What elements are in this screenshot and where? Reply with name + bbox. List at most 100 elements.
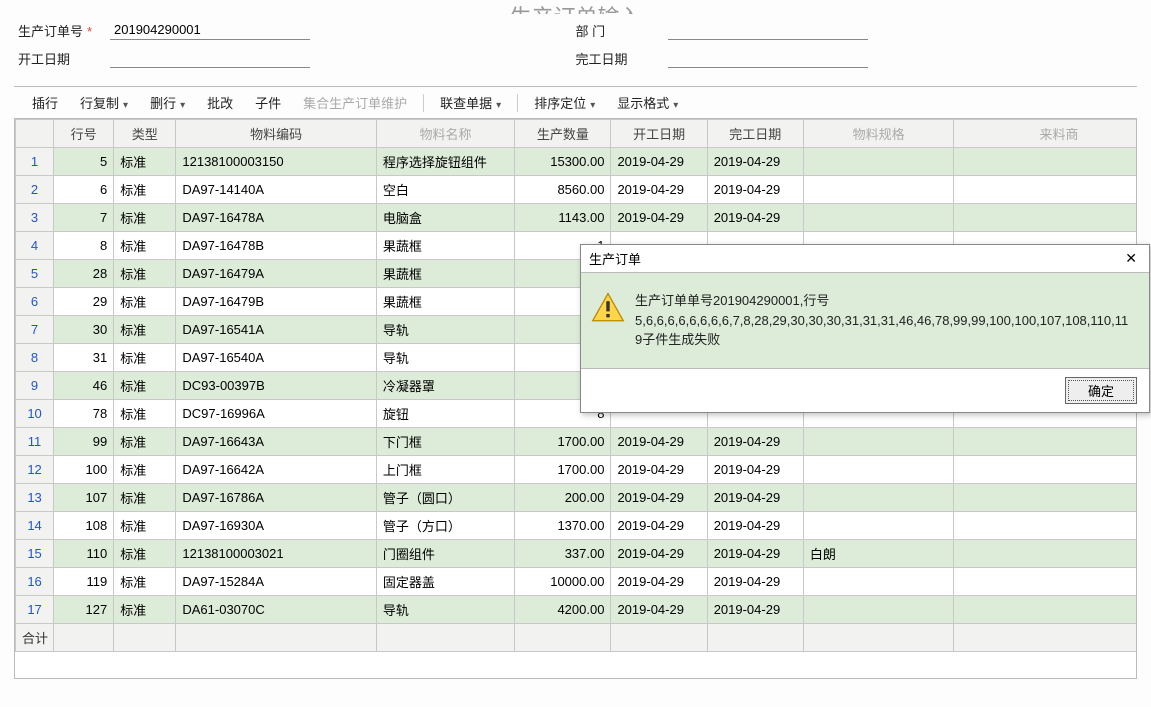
- row-index[interactable]: 2: [16, 176, 54, 204]
- col-supplier[interactable]: 来料商: [954, 120, 1137, 148]
- cell-spec[interactable]: [803, 428, 953, 456]
- cell-rowno[interactable]: 6: [54, 176, 114, 204]
- row-index[interactable]: 12: [16, 456, 54, 484]
- cell-type[interactable]: 标准: [114, 512, 176, 540]
- copy-row-button[interactable]: 行复制: [70, 90, 138, 115]
- cell-start[interactable]: 2019-04-29: [611, 456, 707, 484]
- table-row[interactable]: 26标准DA97-14140A空白8560.002019-04-292019-0…: [16, 176, 1138, 204]
- table-row[interactable]: 14108标准DA97-16930A管子（方口）1370.002019-04-2…: [16, 512, 1138, 540]
- cell-qty[interactable]: 1700.00: [515, 428, 611, 456]
- col-index[interactable]: [16, 120, 54, 148]
- cell-spec[interactable]: [803, 176, 953, 204]
- cell-qty[interactable]: 15300.00: [515, 148, 611, 176]
- cell-spec[interactable]: [803, 456, 953, 484]
- sort-locate-button[interactable]: 排序定位: [524, 90, 605, 115]
- cell-type[interactable]: 标准: [114, 540, 176, 568]
- cell-supplier[interactable]: [954, 596, 1137, 624]
- cell-start[interactable]: 2019-04-29: [611, 596, 707, 624]
- cell-end[interactable]: 2019-04-29: [707, 456, 803, 484]
- row-index[interactable]: 14: [16, 512, 54, 540]
- cell-code[interactable]: DA97-16786A: [176, 484, 377, 512]
- cell-end[interactable]: 2019-04-29: [707, 204, 803, 232]
- cell-name[interactable]: 上门框: [376, 456, 514, 484]
- row-index[interactable]: 10: [16, 400, 54, 428]
- cell-code[interactable]: DC93-00397B: [176, 372, 377, 400]
- cell-name[interactable]: 果蔬框: [376, 232, 514, 260]
- cell-end[interactable]: 2019-04-29: [707, 568, 803, 596]
- col-spec[interactable]: 物料规格: [803, 120, 953, 148]
- cell-name[interactable]: 电脑盒: [376, 204, 514, 232]
- cell-qty[interactable]: 10000.00: [515, 568, 611, 596]
- cell-rowno[interactable]: 46: [54, 372, 114, 400]
- cell-type[interactable]: 标准: [114, 232, 176, 260]
- row-index[interactable]: 15: [16, 540, 54, 568]
- start-date-input[interactable]: [110, 48, 310, 68]
- cell-start[interactable]: 2019-04-29: [611, 484, 707, 512]
- cell-rowno[interactable]: 28: [54, 260, 114, 288]
- cell-end[interactable]: 2019-04-29: [707, 428, 803, 456]
- cell-start[interactable]: 2019-04-29: [611, 568, 707, 596]
- cell-rowno[interactable]: 8: [54, 232, 114, 260]
- cell-qty[interactable]: 4200.00: [515, 596, 611, 624]
- cell-code[interactable]: DA97-16541A: [176, 316, 377, 344]
- cell-name[interactable]: 管子（圆口）: [376, 484, 514, 512]
- cell-code[interactable]: DA97-16642A: [176, 456, 377, 484]
- cell-start[interactable]: 2019-04-29: [611, 176, 707, 204]
- cell-name[interactable]: 门圈组件: [376, 540, 514, 568]
- cell-start[interactable]: 2019-04-29: [611, 204, 707, 232]
- table-row[interactable]: 1199标准DA97-16643A下门框1700.002019-04-29201…: [16, 428, 1138, 456]
- cell-end[interactable]: 2019-04-29: [707, 148, 803, 176]
- cell-rowno[interactable]: 99: [54, 428, 114, 456]
- cell-rowno[interactable]: 31: [54, 344, 114, 372]
- cell-supplier[interactable]: [954, 204, 1137, 232]
- cell-spec[interactable]: 白朗: [803, 540, 953, 568]
- cell-name[interactable]: 导轨: [376, 596, 514, 624]
- cell-name[interactable]: 下门框: [376, 428, 514, 456]
- cell-end[interactable]: 2019-04-29: [707, 484, 803, 512]
- cell-qty[interactable]: 337.00: [515, 540, 611, 568]
- table-row[interactable]: 37标准DA97-16478A电脑盒1143.002019-04-292019-…: [16, 204, 1138, 232]
- cell-code[interactable]: DA97-16479B: [176, 288, 377, 316]
- cell-qty[interactable]: 1370.00: [515, 512, 611, 540]
- end-date-input[interactable]: [668, 48, 868, 68]
- cell-rowno[interactable]: 100: [54, 456, 114, 484]
- cell-name[interactable]: 固定器盖: [376, 568, 514, 596]
- cell-supplier[interactable]: [954, 148, 1137, 176]
- cell-type[interactable]: 标准: [114, 316, 176, 344]
- cell-code[interactable]: 12138100003021: [176, 540, 377, 568]
- cell-rowno[interactable]: 29: [54, 288, 114, 316]
- row-index[interactable]: 5: [16, 260, 54, 288]
- cell-end[interactable]: 2019-04-29: [707, 176, 803, 204]
- cell-end[interactable]: 2019-04-29: [707, 540, 803, 568]
- cell-code[interactable]: DA97-16478B: [176, 232, 377, 260]
- cell-type[interactable]: 标准: [114, 484, 176, 512]
- col-rowno[interactable]: 行号: [54, 120, 114, 148]
- col-end[interactable]: 完工日期: [707, 120, 803, 148]
- cell-rowno[interactable]: 119: [54, 568, 114, 596]
- cell-name[interactable]: 空白: [376, 176, 514, 204]
- cell-end[interactable]: 2019-04-29: [707, 596, 803, 624]
- cell-supplier[interactable]: [954, 428, 1137, 456]
- insert-row-button[interactable]: 插行: [22, 90, 68, 115]
- row-index[interactable]: 13: [16, 484, 54, 512]
- cell-supplier[interactable]: [954, 540, 1137, 568]
- cell-code[interactable]: DA97-14140A: [176, 176, 377, 204]
- table-row[interactable]: 15110标准12138100003021门圈组件337.002019-04-2…: [16, 540, 1138, 568]
- cell-rowno[interactable]: 110: [54, 540, 114, 568]
- cell-start[interactable]: 2019-04-29: [611, 148, 707, 176]
- cell-supplier[interactable]: [954, 456, 1137, 484]
- cell-code[interactable]: 12138100003150: [176, 148, 377, 176]
- cell-type[interactable]: 标准: [114, 456, 176, 484]
- cell-code[interactable]: DA97-16540A: [176, 344, 377, 372]
- cell-name[interactable]: 管子（方口）: [376, 512, 514, 540]
- cell-spec[interactable]: [803, 512, 953, 540]
- cell-type[interactable]: 标准: [114, 344, 176, 372]
- table-row[interactable]: 17127标准DA61-03070C导轨4200.002019-04-29201…: [16, 596, 1138, 624]
- cell-start[interactable]: 2019-04-29: [611, 512, 707, 540]
- cell-rowno[interactable]: 5: [54, 148, 114, 176]
- cell-spec[interactable]: [803, 568, 953, 596]
- cell-name[interactable]: 程序选择旋钮组件: [376, 148, 514, 176]
- cell-start[interactable]: 2019-04-29: [611, 540, 707, 568]
- cell-qty[interactable]: 1700.00: [515, 456, 611, 484]
- cell-start[interactable]: 2019-04-29: [611, 428, 707, 456]
